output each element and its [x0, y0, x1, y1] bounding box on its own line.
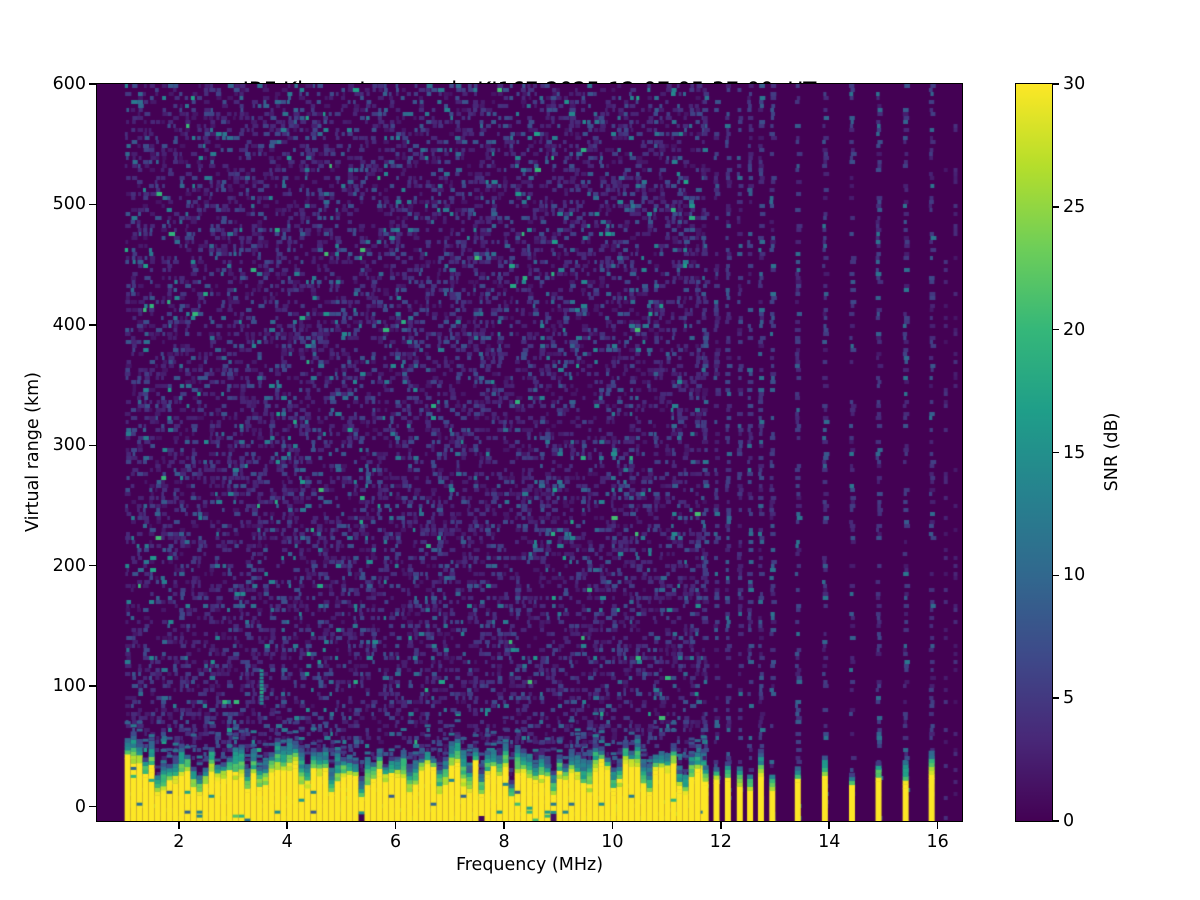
- y-tick-label: 500: [52, 194, 86, 215]
- y-tick-mark: [89, 203, 96, 206]
- colorbar-tick-label: 15: [1063, 442, 1086, 463]
- y-tick-label: 0: [74, 796, 86, 817]
- x-tick-label: 8: [498, 832, 510, 852]
- colorbar-tick-label: 30: [1063, 74, 1086, 94]
- x-axis-label: Frequency (MHz): [455, 855, 604, 875]
- colorbar-tick-label: 25: [1063, 196, 1086, 217]
- colorbar-tick-mark: [1053, 451, 1059, 454]
- x-tick-label: 6: [390, 832, 402, 852]
- colorbar-tick-label: 0: [1063, 811, 1075, 831]
- x-tick-label: 10: [601, 832, 624, 852]
- x-tick-label: 4: [281, 832, 293, 852]
- colorbar-tick-label: 5: [1063, 688, 1075, 709]
- x-tick-mark: [720, 822, 722, 829]
- x-tick-mark: [936, 822, 939, 829]
- colorbar-label: SNR (dB): [1102, 412, 1122, 492]
- x-tick-label: 2: [173, 832, 185, 852]
- y-tick-mark: [89, 805, 96, 808]
- colorbar-tick-label: 10: [1063, 565, 1086, 586]
- colorbar-tick-mark: [1053, 83, 1059, 85]
- x-tick-mark: [178, 822, 180, 829]
- ionogram-heatmap: [97, 84, 962, 821]
- colorbar-tick-mark: [1053, 820, 1059, 822]
- colorbar-tick-label: 20: [1063, 319, 1086, 340]
- y-tick-mark: [89, 83, 96, 85]
- x-tick-mark: [394, 822, 397, 829]
- x-tick-mark: [286, 822, 288, 829]
- colorbar-tick-mark: [1053, 697, 1059, 699]
- y-tick-label: 300: [52, 435, 86, 456]
- x-tick-mark: [503, 822, 505, 829]
- x-tick-mark: [611, 822, 614, 829]
- colorbar-tick-mark: [1053, 328, 1059, 331]
- plot-area: [96, 83, 963, 822]
- y-tick-mark: [89, 685, 96, 687]
- x-tick-label: 12: [709, 832, 732, 852]
- colorbar-tick-mark: [1053, 206, 1059, 208]
- x-tick-label: 16: [926, 832, 949, 852]
- y-tick-mark: [89, 564, 96, 567]
- colorbar-gradient: [1015, 83, 1053, 822]
- y-tick-label: 200: [52, 555, 86, 576]
- y-tick-mark: [89, 324, 96, 326]
- colorbar-tick-mark: [1053, 574, 1059, 577]
- y-tick-mark: [89, 444, 96, 447]
- x-tick-label: 14: [818, 832, 841, 852]
- x-tick-mark: [828, 822, 830, 829]
- y-tick-label: 400: [52, 314, 86, 335]
- y-tick-label: 600: [52, 74, 86, 94]
- y-tick-label: 100: [52, 676, 86, 697]
